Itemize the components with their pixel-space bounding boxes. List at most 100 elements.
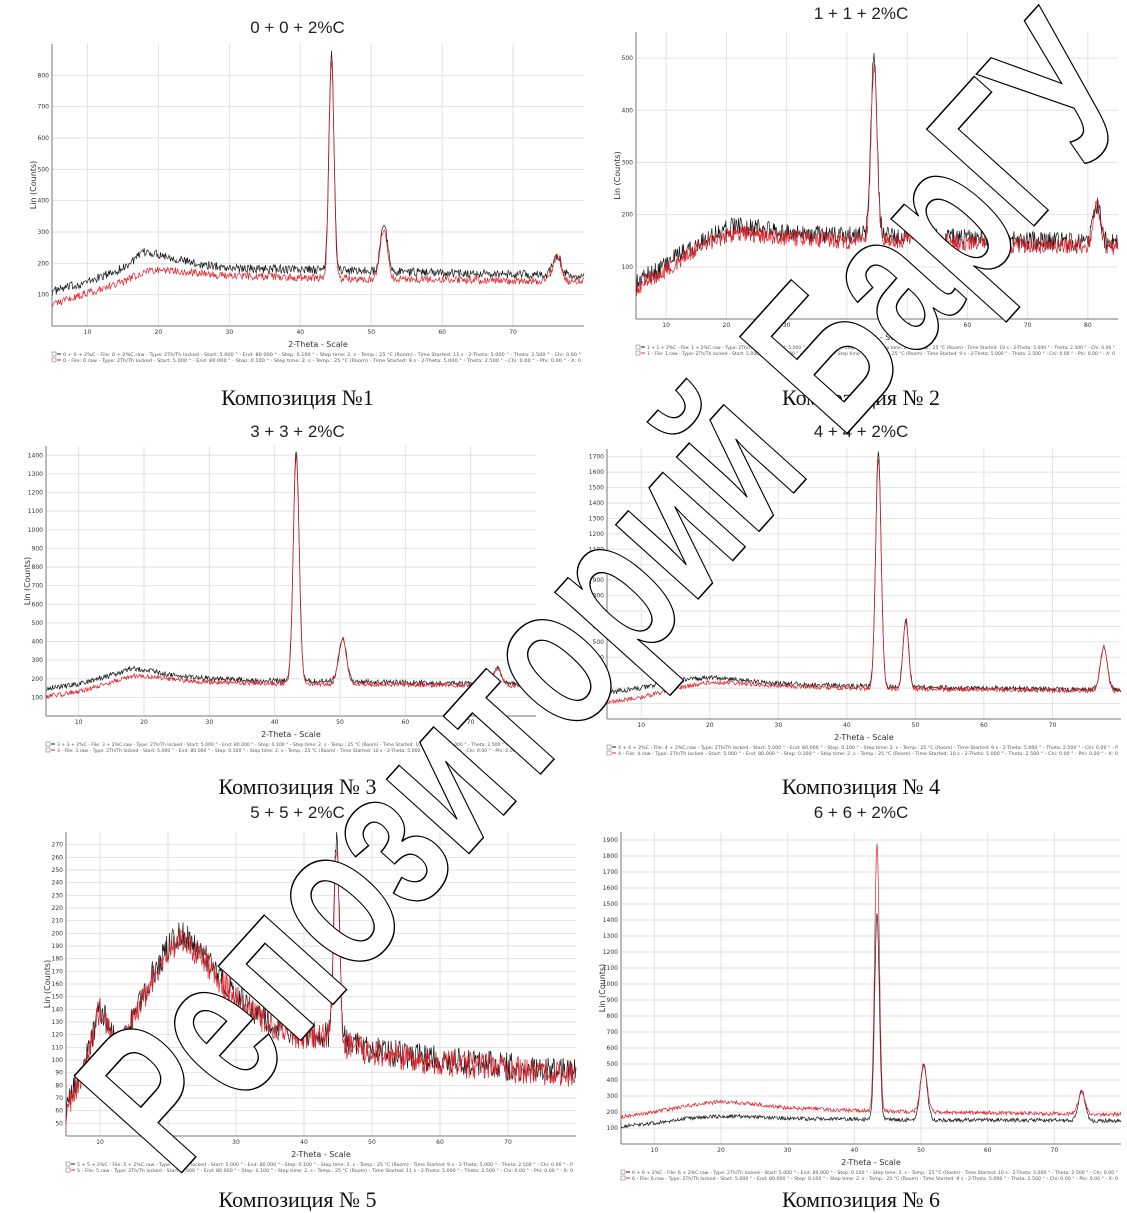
x-tick-label: 10 xyxy=(637,722,645,729)
y-tick-label: 230 xyxy=(52,892,64,899)
y-tick-label: 1200 xyxy=(589,531,604,538)
x-tick-label: 40 xyxy=(300,1139,308,1146)
x-tick-label: 20 xyxy=(706,722,714,729)
y-tick-label: 50 xyxy=(55,1120,63,1127)
y-axis-label: Lin (Counts) xyxy=(598,964,607,1012)
x-tick-label: 40 xyxy=(296,329,304,336)
x-tick-label: 10 xyxy=(96,1139,104,1146)
x-tick-label: 30 xyxy=(232,1139,240,1146)
x-tick-label: 40 xyxy=(271,719,279,726)
x-tick-label: 20 xyxy=(164,1139,172,1146)
legend-entry: 5 - File: 5.raw - Type: 2Th/Th locked - … xyxy=(77,1168,573,1174)
series-line-1 xyxy=(45,454,537,700)
xrd-chart: 10 20 30 40 50 60 70 100 200 300 400 500 600 700 800 2-… xyxy=(29,44,585,364)
y-tick-label: 260 xyxy=(52,854,64,861)
y-tick-label: 300 xyxy=(32,657,44,664)
legend-box xyxy=(635,344,641,350)
y-tick-label: 100 xyxy=(32,694,44,701)
y-axis-label: Lin (Counts) xyxy=(29,161,38,209)
y-tick-label: 250 xyxy=(52,867,64,874)
x-tick-label: 70 xyxy=(1024,322,1032,329)
legend-box xyxy=(65,1161,71,1167)
x-tick-label: 70 xyxy=(504,1139,512,1146)
legend-box xyxy=(45,747,51,753)
series-line-0 xyxy=(65,831,577,1122)
y-tick-label: 60 xyxy=(55,1108,63,1115)
x-tick-label: 70 xyxy=(1049,722,1057,729)
x-tick-label: 80 xyxy=(1084,322,1092,329)
x-tick-label: 60 xyxy=(964,322,972,329)
x-tick-label: 30 xyxy=(226,329,234,336)
x-tick-label: 60 xyxy=(980,722,988,729)
x-tick-label: 20 xyxy=(717,1147,725,1154)
y-tick-label: 200 xyxy=(622,212,634,219)
legend-box xyxy=(620,1169,626,1175)
y-tick-label: 1400 xyxy=(589,500,604,507)
x-tick-label: 50 xyxy=(368,1139,376,1146)
y-tick-label: 800 xyxy=(607,1013,619,1020)
y-tick-label: 200 xyxy=(593,685,605,692)
legend-entry: 6 - File: 6.raw - Type: 2Th/Th locked - … xyxy=(632,1176,1118,1182)
y-tick-label: 1500 xyxy=(589,485,604,492)
y-tick-label: 900 xyxy=(32,545,44,552)
y-tick-label: 180 xyxy=(52,956,64,963)
y-axis-label: Lin (Counts) xyxy=(43,960,52,1008)
legend-entry: 1 - File: 1.raw - Type: 2Th/Th locked - … xyxy=(647,351,1115,357)
legend-entry: 3 + 3 + 2%C - File: 3 + 2%C.raw - Type: … xyxy=(57,742,533,748)
y-tick-label: 700 xyxy=(607,1029,619,1036)
chart-title: 1 + 1 + 2%C xyxy=(813,4,909,23)
y-tick-label: 100 xyxy=(607,1125,619,1132)
y-tick-label: 1000 xyxy=(603,981,618,988)
x-tick-label: 30 xyxy=(206,719,214,726)
legend-entry: 5 + 5 + 2%C - File: 5 + 2%C.raw - Type: … xyxy=(77,1162,573,1168)
y-tick-label: 1100 xyxy=(589,546,604,553)
y-tick-label: 800 xyxy=(38,72,50,79)
x-tick-label: 30 xyxy=(784,1147,792,1154)
y-tick-label: 400 xyxy=(38,198,50,205)
y-tick-label: 600 xyxy=(607,1045,619,1052)
y-tick-label: 120 xyxy=(52,1032,64,1039)
legend-entry: 0 + 0 + 2%C - File: 0 + 2%C.raw - Type: … xyxy=(63,352,581,358)
y-tick-label: 500 xyxy=(32,620,44,627)
x-tick-label: 30 xyxy=(775,722,783,729)
y-tick-label: 110 xyxy=(52,1044,64,1051)
figure-caption: Композиция № 4 xyxy=(782,774,940,799)
legend-box xyxy=(65,1167,71,1173)
x-axis-label: 2-Theta - Scale xyxy=(847,333,907,342)
xrd-chart: 10 20 30 40 50 60 70 100 200 300 400 500 600 700 800 90… xyxy=(23,446,537,754)
y-tick-label: 1200 xyxy=(603,949,618,956)
y-tick-label: 600 xyxy=(38,135,50,142)
legend-box xyxy=(51,357,57,363)
y-tick-label: 300 xyxy=(593,670,605,677)
y-tick-label: 100 xyxy=(38,292,50,299)
x-tick-label: 50 xyxy=(917,1147,925,1154)
xrd-chart: 10 20 30 40 50 60 70 50 60 70 80 90 100 110 120 130 140 1… xyxy=(43,831,577,1174)
y-tick-label: 800 xyxy=(593,593,605,600)
legend-box xyxy=(635,350,641,356)
y-tick-label: 200 xyxy=(38,260,50,267)
legend-box xyxy=(51,351,57,357)
chart-title: 6 + 6 + 2%C xyxy=(813,803,909,822)
x-tick-label: 70 xyxy=(509,329,517,336)
y-tick-label: 1700 xyxy=(603,869,618,876)
series-line-0 xyxy=(635,52,1119,292)
series-line-1 xyxy=(51,60,585,308)
y-tick-label: 1600 xyxy=(603,885,618,892)
y-tick-label: 400 xyxy=(607,1077,619,1084)
y-axis-label: Lin (Counts) xyxy=(613,151,622,199)
y-tick-label: 1400 xyxy=(603,917,618,924)
legend-entry: 1 + 1 + 2%C - File: 1 + 2%C.raw - Type: … xyxy=(647,345,1115,351)
figure-caption: Композиция № 2 xyxy=(782,385,940,410)
y-tick-label: 1100 xyxy=(28,508,43,515)
y-tick-label: 400 xyxy=(593,654,605,661)
y-tick-label: 1500 xyxy=(603,901,618,908)
y-tick-label: 500 xyxy=(607,1061,619,1068)
y-tick-label: 600 xyxy=(593,623,605,630)
legend-entry: 4 + 4 + 2%C - File: 4 + 2%C.raw - Type: … xyxy=(618,745,1118,751)
series-line-0 xyxy=(45,451,537,691)
x-tick-label: 40 xyxy=(843,722,851,729)
y-tick-label: 210 xyxy=(52,918,64,925)
series-line-1 xyxy=(606,459,1122,705)
y-tick-label: 1600 xyxy=(589,469,604,476)
x-tick-label: 40 xyxy=(851,1147,859,1154)
